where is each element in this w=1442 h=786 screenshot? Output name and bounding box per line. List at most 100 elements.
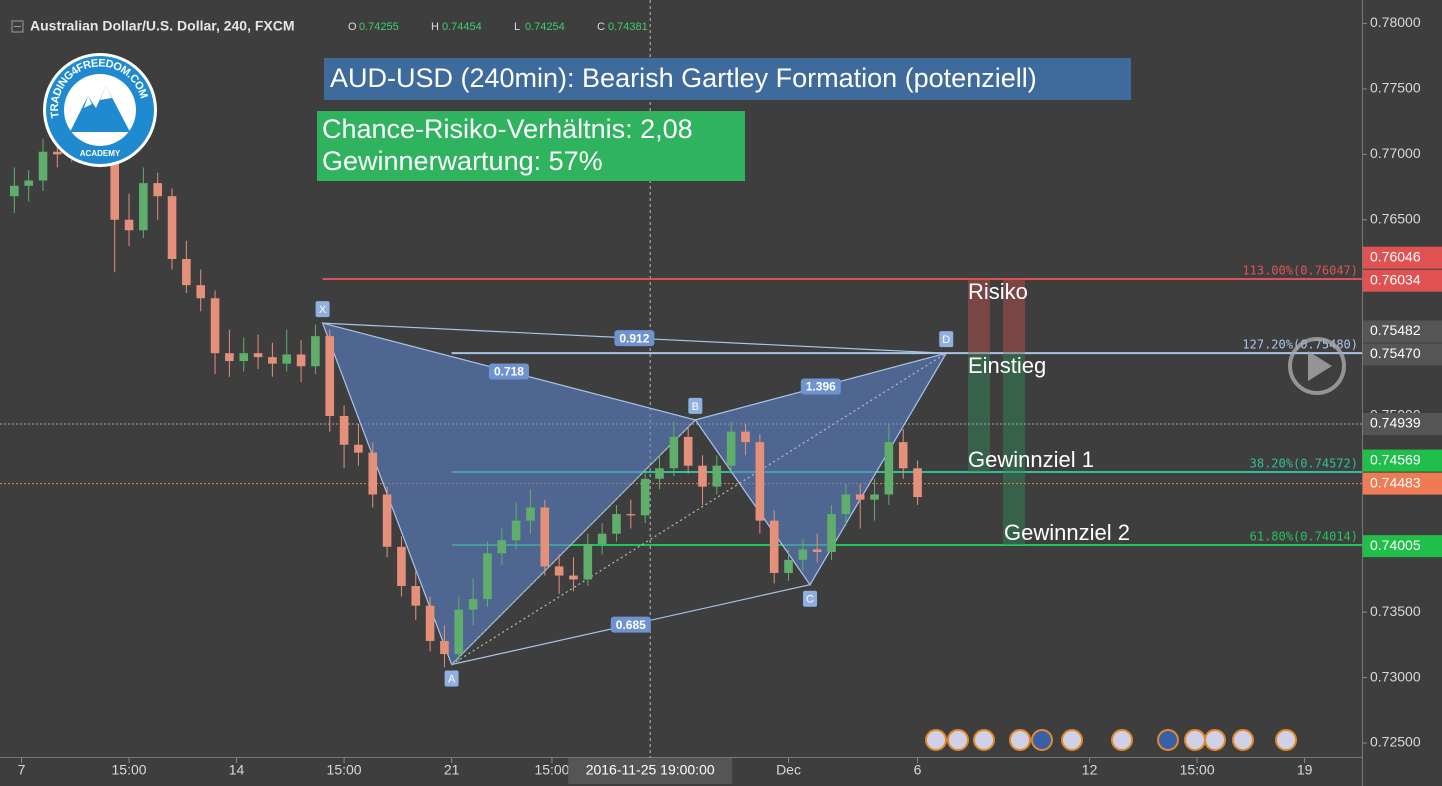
candle-body — [167, 196, 177, 260]
point-bg — [444, 670, 459, 687]
ratio-label: 0.685 — [616, 618, 646, 632]
point-bg — [939, 331, 954, 348]
price-label-bg — [1363, 472, 1442, 495]
crosshair-label: 2016-11-25 19:00:00 — [586, 762, 715, 778]
candle-body — [827, 514, 836, 553]
candle-body — [812, 549, 822, 553]
point-bg — [315, 301, 330, 318]
candle-body — [769, 520, 779, 573]
ratio-bg — [610, 616, 651, 633]
candle-body — [870, 494, 879, 500]
candle-body — [325, 336, 335, 416]
price-label: 0.76046 — [1370, 248, 1421, 264]
reward-box — [1003, 353, 1025, 545]
ohlc-value: 0.74255 — [359, 21, 399, 33]
candle-body — [511, 520, 521, 541]
point-label: C — [806, 594, 814, 606]
y-tick-label: 0.78000 — [1370, 14, 1421, 30]
price-label-bg — [1363, 246, 1442, 269]
ratio-bg — [800, 378, 841, 395]
candle-body — [239, 353, 249, 362]
price-label-bg — [1363, 269, 1442, 292]
candle-body — [655, 468, 664, 479]
candle-body — [339, 415, 349, 445]
candle-body — [597, 533, 607, 545]
x-tick-label: 19 — [1297, 762, 1313, 778]
x-tick-label: 21 — [444, 762, 460, 778]
price-label: 0.76034 — [1370, 271, 1421, 287]
candle-body — [311, 336, 320, 367]
x-tick-label: 14 — [229, 762, 245, 778]
x-tick-label: 12 — [1082, 762, 1098, 778]
candle-body — [268, 357, 277, 364]
candle-body — [569, 575, 578, 580]
candle-body — [139, 183, 148, 231]
candle-body — [540, 507, 550, 567]
candle-body — [497, 540, 507, 554]
candle-body — [526, 507, 535, 521]
play-button[interactable] — [1288, 337, 1346, 395]
candle-body — [296, 354, 306, 367]
ohlc-value: 0.74254 — [525, 21, 565, 33]
ratio-label: 0.912 — [619, 331, 649, 345]
ohlc-key: C — [597, 21, 605, 33]
annotation: Gewinnziel 1 — [968, 447, 1094, 472]
price-label: 0.74939 — [1370, 415, 1421, 431]
ratio-label: 0.718 — [494, 365, 524, 379]
candle-body — [10, 185, 19, 197]
logo: TRADING4FREEDOM.COM ACADEMY — [43, 53, 157, 167]
candle-body — [425, 605, 435, 641]
ratio-label: 1.396 — [806, 380, 836, 394]
point-label: B — [692, 401, 699, 413]
x-tick-label: 15:00 — [534, 762, 569, 778]
stat: Gewinnerwartung: 57% — [322, 146, 603, 176]
y-tick-label: 0.73500 — [1370, 603, 1421, 619]
symbol: Australian Dollar/U.S. Dollar, 240, FXCM — [30, 18, 295, 34]
event-icons[interactable] — [925, 729, 1297, 751]
candle-body — [683, 436, 693, 466]
point-bg — [803, 590, 818, 607]
candle-body — [741, 431, 750, 443]
y-tick-label: 0.73000 — [1370, 668, 1421, 684]
candle-body — [225, 353, 234, 362]
candle-body — [784, 559, 793, 573]
candle-body — [798, 549, 808, 560]
fib-label: 113.00%(0.76047) — [1242, 264, 1358, 278]
point-bg — [688, 397, 703, 414]
candle-body — [554, 566, 564, 576]
y-tick-label: 0.72500 — [1370, 734, 1421, 750]
price-label-bg — [1363, 535, 1442, 558]
candle-body — [382, 494, 392, 547]
labels: 0.718 0.912 1.396 0.685 X A B C D 113.00%(0.76047… — [315, 264, 1358, 687]
point-label: D — [942, 334, 950, 346]
collapse-icon[interactable] — [11, 20, 24, 33]
ohlc: O 0.74255 H 0.74454 L 0.74254 C 0.74381 — [348, 21, 648, 33]
x-tick-label: 15:00 — [112, 762, 147, 778]
candle-body — [196, 285, 206, 299]
candles — [10, 100, 922, 668]
candle-body — [913, 468, 922, 498]
point-label: A — [448, 673, 456, 685]
candle-body — [153, 183, 163, 197]
ohlc-value: 0.74381 — [608, 21, 648, 33]
candle-body — [726, 431, 736, 466]
x-tick-label: 15:00 — [1180, 762, 1215, 778]
candle-body — [669, 436, 679, 469]
price-label-bg — [1363, 449, 1442, 472]
y-tick-label: 0.77500 — [1370, 80, 1421, 96]
crosshair-label-bg — [568, 758, 733, 784]
candle-body — [182, 259, 191, 286]
price-label-bg — [1363, 412, 1442, 435]
x-tick-label: 7 — [18, 762, 26, 778]
price-label: 0.75482 — [1370, 322, 1421, 338]
x-tick-label: 6 — [914, 762, 922, 778]
candle-body — [124, 219, 134, 231]
candle-body — [640, 478, 650, 516]
risk-box — [1003, 279, 1025, 354]
candle-body — [368, 452, 378, 495]
candle-body — [354, 444, 363, 453]
title-box — [324, 58, 1131, 100]
candle-body — [253, 353, 263, 358]
